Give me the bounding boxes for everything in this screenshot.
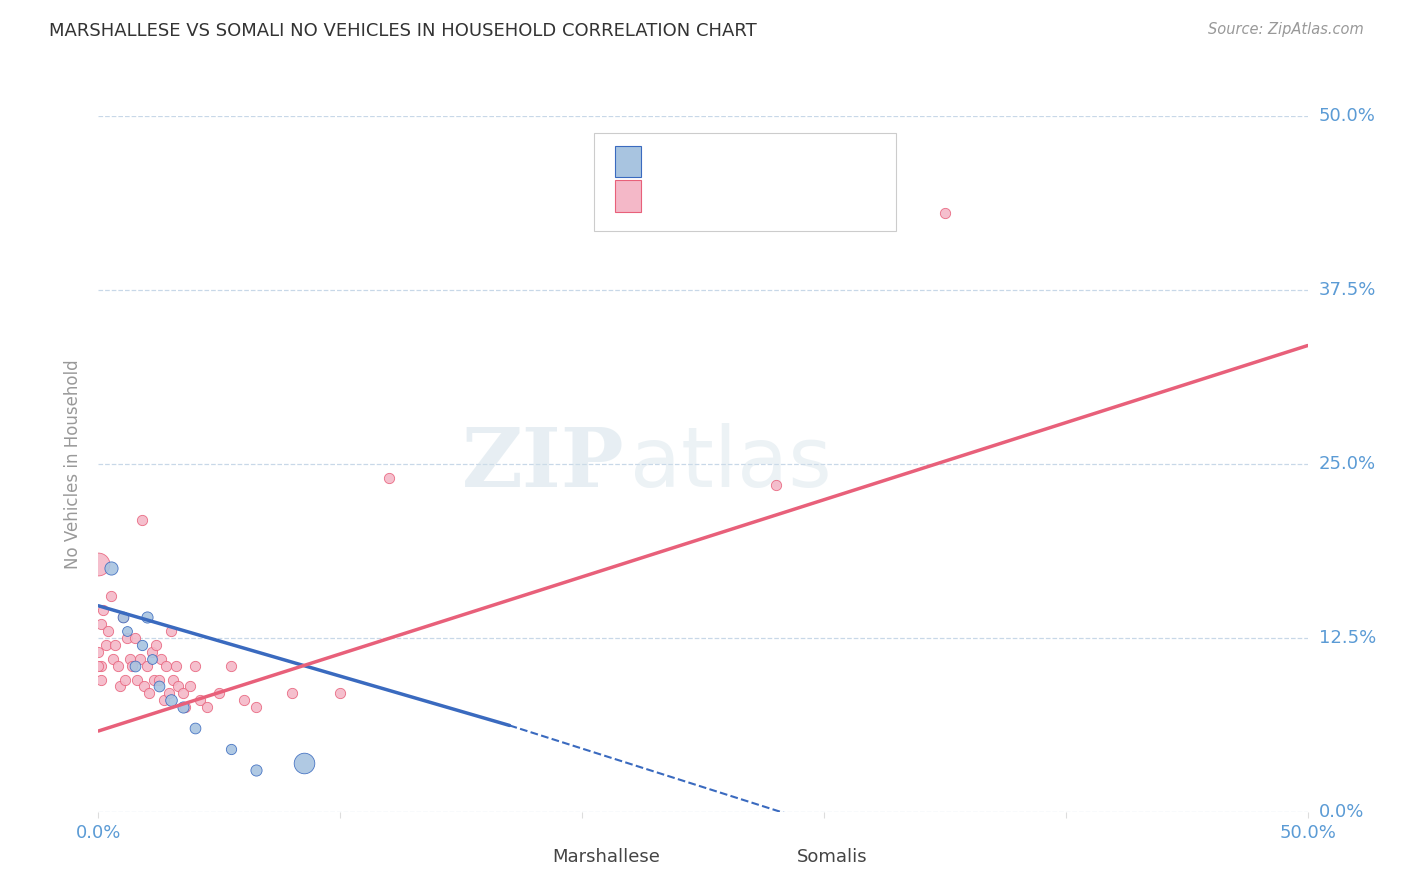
FancyBboxPatch shape [595,134,897,231]
Point [148,673,170,687]
Point [124,631,146,645]
Point [377,471,399,485]
Point [87,645,110,659]
Text: N = 14: N = 14 [787,153,872,170]
Text: N = 53: N = 53 [787,187,872,205]
Text: 37.5%: 37.5% [1319,281,1376,299]
Point [134,680,156,694]
Text: R =: R = [658,187,711,205]
Point [117,631,139,645]
Point [934,206,956,220]
Text: 0.0%: 0.0% [1319,803,1364,821]
Point [221,742,243,756]
Point [94,638,117,652]
Point [174,700,197,714]
Point [100,561,122,575]
Point [90,658,112,673]
Point [121,658,143,673]
Point [245,700,267,714]
Point [104,638,127,652]
Text: ZIP: ZIP [461,424,624,504]
Point [135,658,157,673]
Point [131,638,153,652]
Point [155,658,177,673]
Point [292,756,315,770]
Point [184,721,207,735]
Point [195,700,218,714]
Point [145,638,167,652]
Bar [614,180,641,211]
Point [329,686,352,700]
Point [141,651,163,665]
Point [172,686,194,700]
Point [157,686,180,700]
Text: R =: R = [658,153,700,170]
Point [135,610,157,624]
Point [765,477,787,491]
Point [107,658,129,673]
Point [160,624,183,638]
Bar [509,846,543,872]
Point [208,686,231,700]
Point [111,610,134,624]
Point [87,557,110,571]
Point [91,603,114,617]
Point [188,693,211,707]
Point [87,658,110,673]
Point [111,610,134,624]
Point [128,651,150,665]
Point [97,624,120,638]
Text: Somalis: Somalis [797,848,868,866]
Bar [751,846,785,872]
Text: MARSHALLESE VS SOMALI NO VEHICLES IN HOUSEHOLD CORRELATION CHART: MARSHALLESE VS SOMALI NO VEHICLES IN HOU… [49,22,756,40]
Point [124,658,146,673]
Point [221,658,243,673]
Point [138,686,160,700]
Point [114,673,136,687]
Text: 12.5%: 12.5% [1319,629,1376,647]
Point [150,651,173,665]
Point [162,673,184,687]
Point [179,680,201,694]
Point [90,616,112,631]
Text: 50.0%: 50.0% [1319,107,1375,125]
Point [100,589,122,603]
Point [108,680,131,694]
Text: atlas: atlas [630,424,832,504]
Text: Source: ZipAtlas.com: Source: ZipAtlas.com [1208,22,1364,37]
Point [118,651,141,665]
Bar [614,145,641,177]
Point [148,680,170,694]
Point [167,680,190,694]
Point [117,624,139,638]
Text: Marshallese: Marshallese [551,848,659,866]
Point [165,658,187,673]
Point [172,700,194,714]
Text: -0.486: -0.486 [709,153,772,170]
Point [281,686,304,700]
Point [160,693,183,707]
Point [90,673,112,687]
Point [141,645,163,659]
Point [232,693,254,707]
Text: 0.613: 0.613 [711,187,763,205]
Point [143,673,166,687]
Y-axis label: No Vehicles in Household: No Vehicles in Household [65,359,83,569]
Point [152,693,174,707]
Text: 25.0%: 25.0% [1319,455,1376,473]
Point [101,651,124,665]
Point [127,673,149,687]
Point [131,512,153,526]
Point [184,658,207,673]
Point [245,763,267,777]
